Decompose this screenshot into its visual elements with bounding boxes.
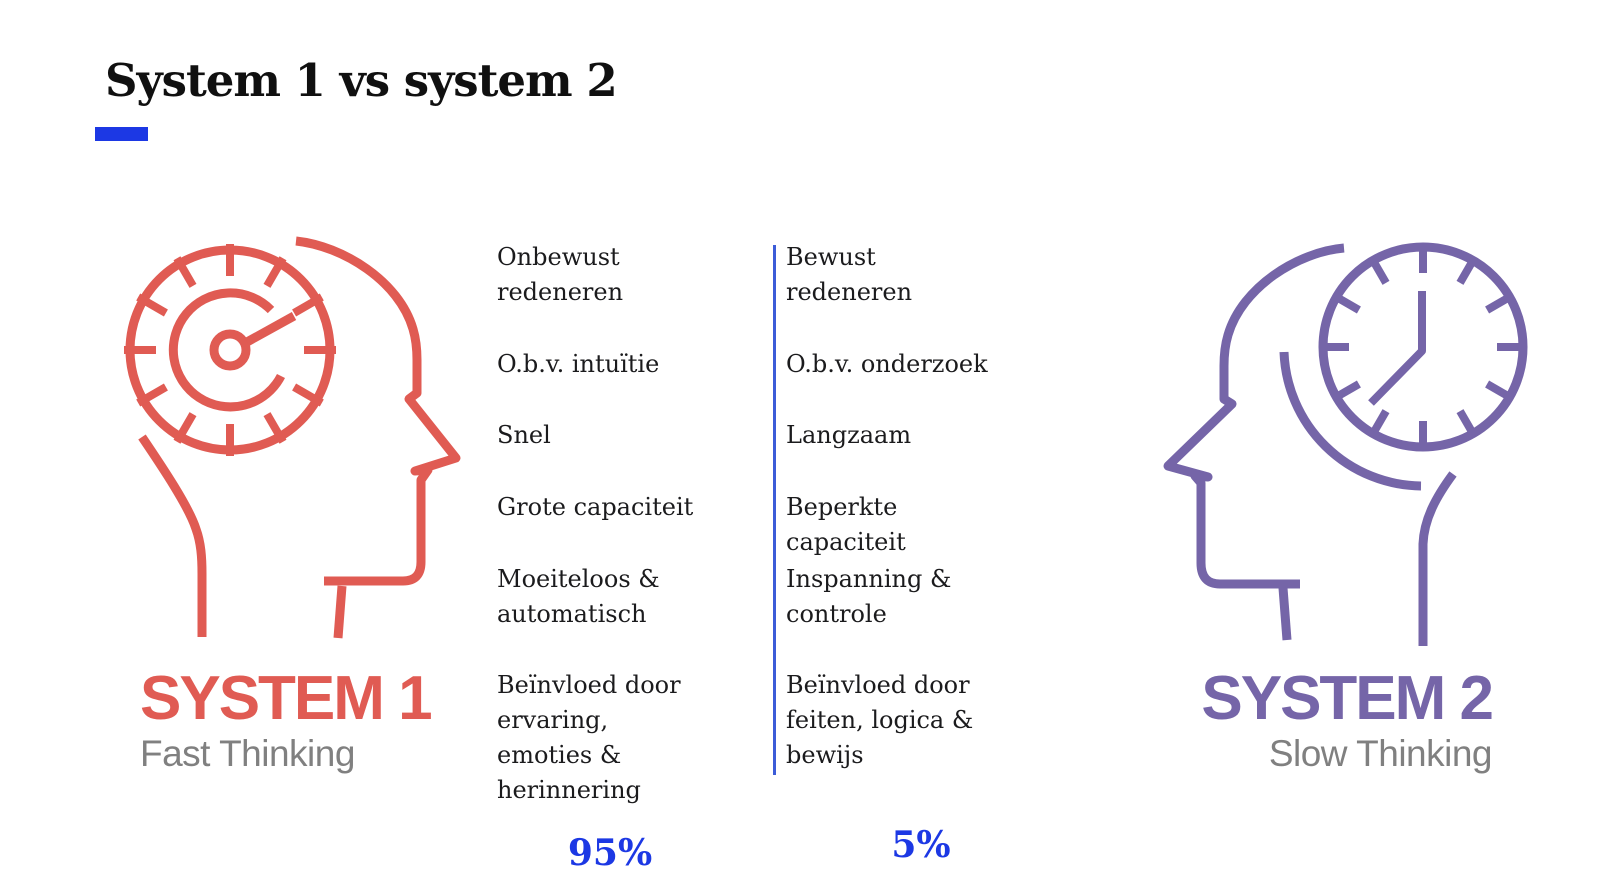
system2-traits-column: Bewust redeneren O.b.v. onderzoek Langza… [786, 240, 1008, 786]
trait-item: Bewust redeneren [786, 243, 913, 306]
trait-item: Inspanning & controle [786, 565, 952, 628]
trait-item: Onbewust redeneren [497, 243, 624, 306]
clock-icon [1318, 242, 1528, 452]
head-profile-right-outline [138, 236, 461, 639]
system1-wordmark: SYSTEM 1 Fast Thinking [140, 664, 480, 774]
trait-item: Beperkte capaciteit [786, 493, 906, 556]
system2-label: SYSTEM 2 [1201, 664, 1494, 733]
trait-item: Langzaam [786, 421, 912, 449]
system1-subtitle: Fast Thinking [140, 732, 355, 774]
head-profile-left-outline [1163, 243, 1457, 646]
comparison-divider [773, 245, 776, 775]
title-accent-bar [95, 127, 148, 141]
head-speedometer-icon [124, 236, 461, 639]
system2-subtitle: Slow Thinking [1268, 732, 1493, 774]
system1-percentage: 95% [567, 832, 653, 874]
trait-item: O.b.v. onderzoek [786, 350, 988, 378]
trait-item: Moeiteloos & automatisch [497, 565, 660, 628]
trait-item: Beïnvloed door ervaring, emoties & herin… [497, 671, 681, 804]
system2-wordmark: SYSTEM 2 Slow Thinking [1150, 664, 1494, 774]
system2-percentage: 5% [891, 824, 951, 866]
trait-item: Beïnvloed door feiten, logica & bewijs [786, 671, 974, 769]
trait-item: Grote capaciteit [497, 493, 694, 521]
trait-item: O.b.v. intuïtie [497, 350, 660, 378]
trait-item: Snel [497, 421, 551, 449]
system1-label: SYSTEM 1 [140, 664, 433, 733]
system1-traits-column: Onbewust redeneren O.b.v. intuïtie Snel … [497, 240, 705, 804]
speedometer-icon [124, 244, 336, 456]
head-clock-icon [1163, 242, 1528, 646]
page-title: System 1 vs system 2 [105, 54, 618, 107]
